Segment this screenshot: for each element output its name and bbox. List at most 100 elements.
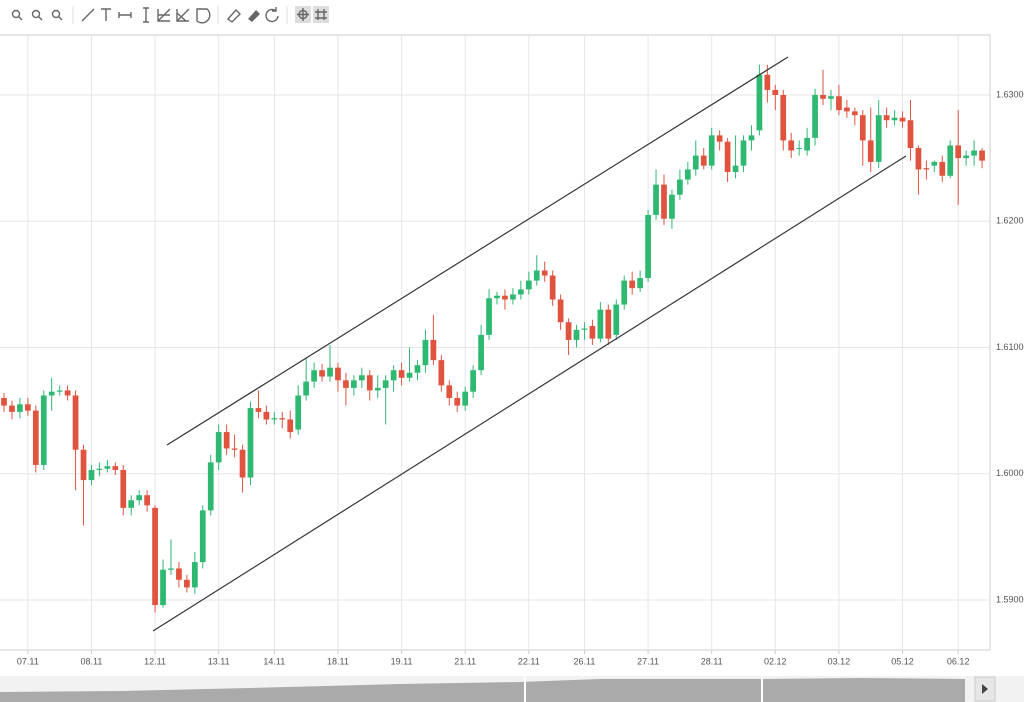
toolbar bbox=[11, 6, 329, 24]
candle-body bbox=[462, 391, 469, 406]
navigator[interactable] bbox=[0, 676, 1024, 702]
candle-body bbox=[836, 96, 842, 111]
trend-line bbox=[166, 56, 789, 446]
candle-body bbox=[692, 155, 699, 170]
draw-tools[interactable] bbox=[81, 7, 211, 24]
candle-body bbox=[581, 328, 588, 330]
x-tick-label: 28.11 bbox=[701, 656, 723, 666]
candle-body bbox=[502, 295, 508, 300]
candle-body bbox=[112, 466, 119, 470]
candle-body bbox=[716, 135, 723, 142]
candle-body bbox=[231, 448, 238, 450]
candle-body bbox=[788, 140, 795, 151]
candle-body bbox=[859, 115, 866, 141]
candle-body bbox=[867, 140, 874, 162]
candle-body bbox=[915, 148, 922, 170]
candle-body bbox=[875, 115, 882, 162]
candle-body bbox=[740, 140, 747, 166]
candle-body bbox=[828, 96, 834, 99]
candle-body bbox=[358, 375, 365, 381]
candle-body bbox=[287, 419, 294, 433]
y-tick-label: 1.62000 bbox=[996, 216, 1024, 226]
candle-body bbox=[9, 405, 15, 412]
candles bbox=[1, 64, 985, 613]
candle-body bbox=[899, 117, 906, 122]
candle-body bbox=[613, 304, 620, 335]
candle-body bbox=[724, 141, 731, 172]
candle-body bbox=[605, 309, 612, 339]
candle-body bbox=[207, 462, 214, 511]
candle-body bbox=[422, 339, 429, 366]
y-tick-label: 1.61000 bbox=[996, 342, 1024, 352]
candle-body bbox=[589, 326, 596, 339]
candle-body bbox=[494, 295, 500, 299]
candle-body bbox=[684, 169, 691, 180]
x-tick-label: 08.11 bbox=[81, 656, 103, 666]
candle-body bbox=[374, 387, 381, 391]
candle-body bbox=[398, 370, 405, 378]
candle-body bbox=[470, 370, 477, 392]
candle-body bbox=[533, 270, 540, 281]
candle-body bbox=[390, 370, 397, 381]
candle-body bbox=[104, 466, 111, 469]
candle-body bbox=[160, 569, 166, 606]
x-tick-label: 13.11 bbox=[208, 656, 230, 666]
candle-body bbox=[17, 404, 23, 412]
candle-body bbox=[454, 397, 461, 406]
candle-body bbox=[820, 94, 826, 99]
candle-body bbox=[311, 370, 317, 382]
candle-body bbox=[120, 469, 127, 508]
candle-body bbox=[72, 395, 79, 450]
candle-body bbox=[176, 568, 182, 580]
candle-body bbox=[525, 280, 532, 290]
x-tick-label: 14.11 bbox=[263, 656, 285, 666]
candle-body bbox=[263, 411, 270, 420]
candle-body bbox=[215, 432, 222, 463]
candle-body bbox=[939, 161, 946, 176]
candle-body bbox=[406, 372, 413, 378]
candle-body bbox=[510, 294, 516, 300]
candle-body bbox=[351, 380, 357, 388]
candle-body bbox=[382, 380, 389, 388]
erase-tools[interactable] bbox=[226, 7, 279, 23]
candle-body bbox=[700, 155, 707, 166]
x-tick-label: 21.11 bbox=[454, 656, 476, 666]
x-tick-label: 05.12 bbox=[891, 656, 914, 666]
candle-body bbox=[247, 408, 254, 478]
candle-body bbox=[32, 410, 39, 465]
candle-body bbox=[438, 360, 445, 386]
candle-body bbox=[88, 469, 95, 481]
x-tick-label: 26.11 bbox=[574, 656, 596, 666]
zoom-tools[interactable] bbox=[11, 9, 63, 21]
candle-body bbox=[891, 117, 898, 121]
candle-body bbox=[136, 495, 143, 501]
candle-body bbox=[144, 495, 150, 506]
candle-body bbox=[549, 275, 556, 300]
candle-body bbox=[621, 280, 628, 305]
candle-body bbox=[168, 568, 174, 570]
candle-body bbox=[732, 165, 739, 172]
candle-body bbox=[335, 367, 341, 381]
candle-body bbox=[597, 309, 604, 339]
candle-body bbox=[96, 468, 103, 470]
candle-body bbox=[255, 408, 262, 412]
candle-body bbox=[191, 562, 198, 588]
candle-body bbox=[963, 155, 970, 159]
candle-body bbox=[804, 137, 810, 151]
candle-body bbox=[430, 339, 437, 361]
x-tick-label: 12.11 bbox=[144, 656, 166, 666]
candle-body bbox=[199, 510, 206, 563]
candle-body bbox=[653, 184, 659, 215]
candle-body bbox=[56, 390, 63, 392]
candle-body bbox=[80, 449, 87, 481]
view-tools[interactable] bbox=[295, 6, 329, 23]
candle-body bbox=[764, 74, 771, 90]
x-tick-label: 18.11 bbox=[327, 656, 349, 666]
candle-body bbox=[319, 370, 325, 377]
candle-body bbox=[295, 395, 302, 430]
candle-body bbox=[756, 74, 763, 131]
candle-body bbox=[971, 150, 977, 156]
candle-body bbox=[366, 375, 373, 391]
